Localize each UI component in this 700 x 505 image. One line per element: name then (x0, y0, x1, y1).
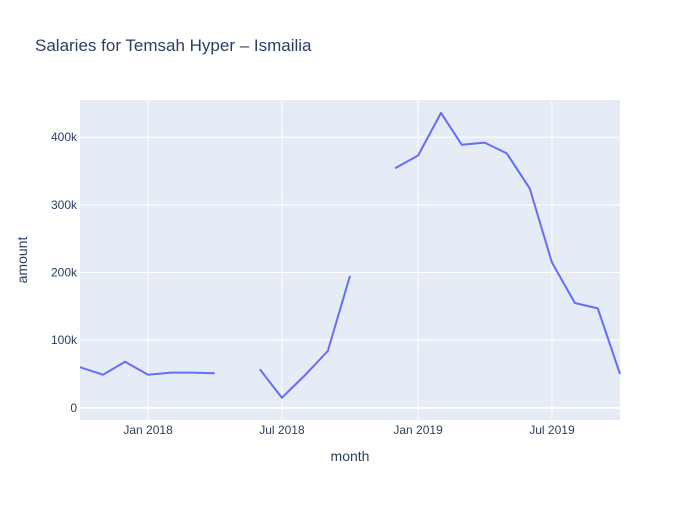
y-tick-label: 0 (70, 401, 77, 415)
y-tick-label: 300k (51, 198, 78, 212)
x-tick-label: Jan 2018 (123, 423, 173, 437)
y-axis-label: amount (14, 237, 30, 284)
series-line (79, 111, 621, 399)
y-tick-labels: 0 100k 200k 300k 400k (51, 130, 78, 415)
y-tick-label: 200k (51, 266, 78, 280)
y-gridlines (80, 136, 620, 409)
y-tick-label: 400k (51, 130, 78, 144)
x-tick-labels: Jan 2018 Jul 2018 Jan 2019 Jul 2019 (123, 423, 575, 437)
x-tick-label: Jan 2019 (393, 423, 443, 437)
y-tick-label: 100k (51, 333, 78, 347)
x-tick-label: Jul 2018 (259, 423, 305, 437)
chart-title: Salaries for Temsah Hyper – Ismailia (35, 36, 312, 55)
series-lines (79, 111, 621, 399)
x-axis-label: month (331, 448, 370, 464)
plot-area (80, 100, 620, 420)
x-tick-label: Jul 2019 (529, 423, 575, 437)
